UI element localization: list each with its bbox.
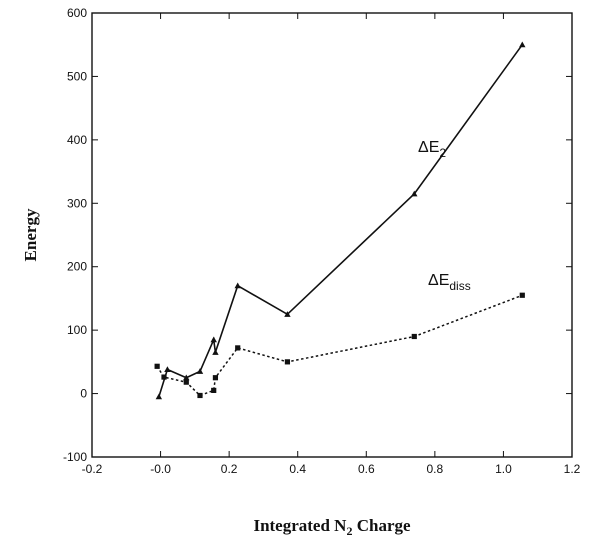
x-tick-label: 1.0 <box>495 462 512 476</box>
data-point-triangle <box>164 366 171 373</box>
data-point-triangle <box>411 190 418 197</box>
data-point-square <box>235 345 241 351</box>
y-axis-title: Energy <box>21 208 40 261</box>
y-tick-label: 200 <box>67 260 87 274</box>
series-label-delta-e2-sub: 2 <box>439 146 446 160</box>
series-layer <box>154 41 526 400</box>
x-tick-label: 0.2 <box>221 462 238 476</box>
series-line-1 <box>156 294 523 397</box>
data-point-square <box>183 379 189 385</box>
x-tick-label: 0.8 <box>427 462 444 476</box>
x-tick-label: 0.4 <box>289 462 306 476</box>
series-label-delta-ediss-sub: diss <box>449 279 470 293</box>
data-point-square <box>519 292 525 298</box>
series-label-delta-e2-main: ΔE <box>418 139 439 156</box>
x-tick-label: -0.2 <box>82 462 103 476</box>
data-point-square <box>411 333 417 340</box>
data-point-triangle <box>155 393 163 400</box>
data-point-triangle <box>234 282 241 289</box>
data-point-triangle <box>284 311 291 317</box>
x-axis-title: Integrated N2 Charge <box>253 516 411 538</box>
y-tick-label: -100 <box>63 450 87 464</box>
y-tick-label: 300 <box>67 196 87 210</box>
x-tick-label: 0.6 <box>358 462 375 476</box>
data-point-triangle <box>196 368 204 374</box>
data-point-square <box>212 375 219 381</box>
data-point-triangle <box>210 336 217 343</box>
data-point-triangle <box>519 41 526 48</box>
x-axis-title-main: Integrated N <box>253 516 347 535</box>
series-label-delta-e2: ΔE2 <box>418 139 446 160</box>
data-point-square <box>154 363 160 369</box>
data-point-square <box>197 392 203 399</box>
data-point-triangle <box>183 374 190 381</box>
series-label-delta-ediss: ΔEdiss <box>428 272 471 293</box>
y-tick-label: 100 <box>67 323 87 337</box>
x-tick-label: -0.0 <box>150 462 171 476</box>
x-tick-label: 1.2 <box>564 462 581 476</box>
x-axis-ticks: -0.2 -0.0 0.2 0.4 0.6 0.8 1.0 1.2 <box>82 13 581 476</box>
y-tick-label: 0 <box>80 387 87 401</box>
y-tick-label: 600 <box>67 6 87 20</box>
x-axis-title-sub: 2 <box>346 524 352 538</box>
y-axis-ticks: -100 0 100 200 300 400 500 600 <box>63 6 572 464</box>
series-line-0 <box>158 44 523 397</box>
y-tick-label: 400 <box>67 133 87 147</box>
data-point-square <box>211 387 217 393</box>
plot-frame <box>91 12 573 458</box>
data-point-square <box>161 374 167 380</box>
plot-border <box>91 12 573 458</box>
data-point-square <box>284 359 291 365</box>
series-label-delta-ediss-main: ΔE <box>428 272 449 289</box>
data-point-triangle <box>212 349 219 355</box>
x-axis-title-tail: Charge <box>352 516 411 535</box>
y-tick-label: 500 <box>67 69 87 83</box>
